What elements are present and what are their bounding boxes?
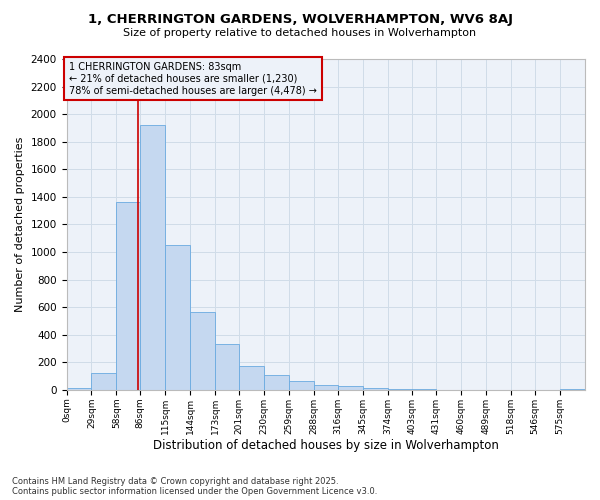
Text: 1 CHERRINGTON GARDENS: 83sqm
← 21% of detached houses are smaller (1,230)
78% of: 1 CHERRINGTON GARDENS: 83sqm ← 21% of de…: [69, 62, 317, 96]
Y-axis label: Number of detached properties: Number of detached properties: [15, 137, 25, 312]
Bar: [264, 375, 289, 390]
Text: 1, CHERRINGTON GARDENS, WOLVERHAMPTON, WV6 8AJ: 1, CHERRINGTON GARDENS, WOLVERHAMPTON, W…: [88, 12, 512, 26]
Bar: [362, 388, 388, 390]
Bar: [560, 388, 585, 390]
Bar: [412, 389, 436, 390]
Bar: [91, 372, 116, 390]
Bar: [67, 388, 91, 390]
Bar: [140, 125, 165, 390]
Bar: [388, 389, 412, 390]
Bar: [314, 385, 338, 390]
Bar: [338, 386, 362, 390]
Bar: [239, 366, 264, 390]
Bar: [116, 202, 140, 390]
Bar: [215, 344, 239, 390]
X-axis label: Distribution of detached houses by size in Wolverhampton: Distribution of detached houses by size …: [153, 440, 499, 452]
Text: Contains HM Land Registry data © Crown copyright and database right 2025.
Contai: Contains HM Land Registry data © Crown c…: [12, 476, 377, 496]
Bar: [289, 381, 314, 390]
Bar: [190, 312, 215, 390]
Bar: [165, 245, 190, 390]
Text: Size of property relative to detached houses in Wolverhampton: Size of property relative to detached ho…: [124, 28, 476, 38]
